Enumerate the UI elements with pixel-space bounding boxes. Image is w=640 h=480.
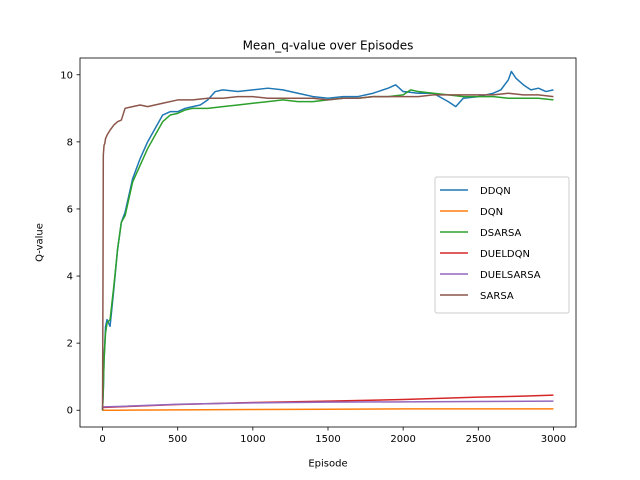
x-tick-label: 1500: [315, 434, 340, 445]
legend-label: DSARSA: [480, 228, 522, 239]
legend-label: DUELSARSA: [480, 270, 541, 281]
series-line-dqn: [102, 408, 554, 411]
x-axis-ticks: 0 500 1000 1500 2000 2500 3000: [99, 427, 566, 445]
legend-label: DDQN: [480, 186, 511, 197]
x-tick-label: 0: [99, 434, 105, 445]
legend-label: DQN: [480, 207, 503, 218]
legend-box: [434, 176, 570, 314]
series-line-sarsa: [101, 92, 554, 411]
series-line-ddqn: [101, 70, 554, 411]
plot-lines: [101, 70, 554, 411]
y-tick-label: 4: [67, 272, 73, 283]
x-tick-label: 3000: [541, 434, 566, 445]
y-tick-label: 6: [67, 204, 73, 215]
legend-label: DUELDQN: [480, 249, 530, 260]
x-tick-label: 2500: [466, 434, 491, 445]
y-axis-ticks: 0 2 4 6 8 10: [60, 70, 80, 417]
chart-title: Mean_q-value over Episodes: [243, 39, 414, 53]
x-tick-label: 2000: [390, 434, 415, 445]
y-tick-label: 2: [67, 339, 73, 350]
y-tick-label: 10: [60, 70, 73, 81]
series-line-duelsarsa: [102, 400, 554, 408]
y-tick-label: 0: [67, 406, 73, 417]
y-tick-label: 8: [67, 137, 73, 148]
x-axis-label: Episode: [308, 459, 347, 470]
legend-label: SARSA: [480, 291, 514, 302]
y-axis-label: Q-value: [35, 223, 46, 262]
x-tick-label: 1000: [240, 434, 265, 445]
x-tick-label: 500: [168, 434, 187, 445]
legend: DDQN DQN DSARSA DUELDQN DUELSARSA SARSA: [434, 176, 570, 314]
